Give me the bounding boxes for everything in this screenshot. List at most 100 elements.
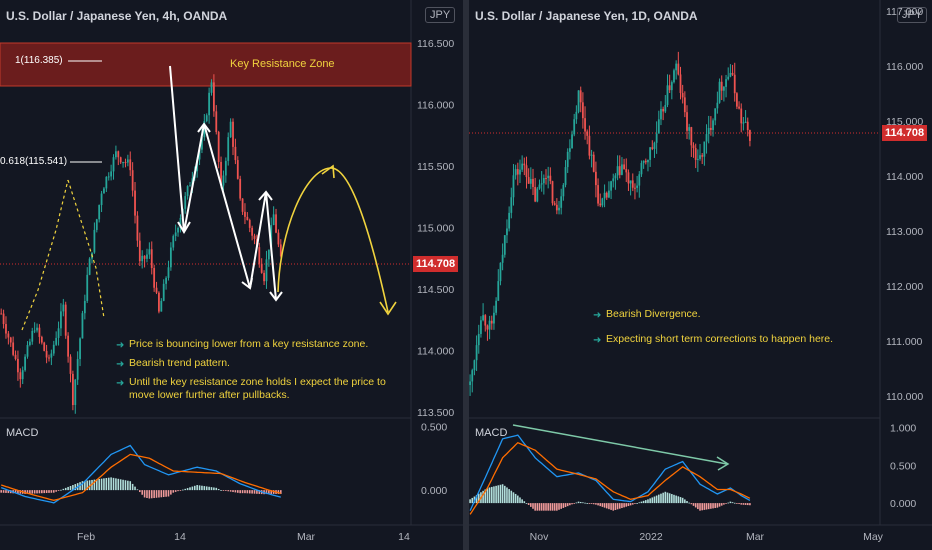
macd-histogram-bar bbox=[584, 502, 586, 504]
macd-histogram-bar bbox=[651, 497, 654, 504]
macd-histogram-bar bbox=[172, 490, 175, 493]
macd-histogram-bar bbox=[644, 500, 647, 504]
resistance-zone[interactable] bbox=[0, 42, 412, 87]
macd-histogram-bar bbox=[525, 503, 528, 504]
candle-body bbox=[71, 373, 74, 406]
macd-histogram-bar bbox=[705, 503, 708, 510]
candle-body bbox=[177, 227, 179, 233]
macd-histogram-bar bbox=[749, 503, 751, 506]
chart-title: U.S. Dollar / Japanese Yen, 4h, OANDA bbox=[6, 9, 228, 23]
candle-body bbox=[232, 121, 234, 147]
price-tick-label: 115.000 bbox=[417, 222, 454, 234]
candle-body bbox=[742, 122, 745, 124]
price-axis-1d[interactable]: 117.000116.000115.000114.000113.000112.0… bbox=[886, 6, 923, 510]
candle-body bbox=[248, 220, 251, 228]
candle-body bbox=[64, 304, 67, 336]
candle-body bbox=[227, 137, 230, 161]
candle-body bbox=[260, 263, 263, 273]
projection-arrow-down bbox=[379, 301, 397, 316]
candle-body bbox=[701, 155, 704, 157]
macd-histogram-bar bbox=[608, 503, 610, 510]
macd-line-1d bbox=[469, 434, 751, 511]
macd-histogram-bar bbox=[634, 503, 636, 504]
candle-body bbox=[115, 151, 117, 158]
price-tick-label: 116.000 bbox=[417, 100, 454, 112]
candle-body bbox=[45, 350, 48, 358]
candle-body bbox=[76, 359, 79, 380]
macd-histogram-bar bbox=[571, 503, 573, 505]
macd-histogram-bar bbox=[150, 490, 153, 499]
macd-histogram-bar bbox=[699, 503, 701, 511]
pane-divider[interactable] bbox=[463, 0, 469, 550]
candle-body bbox=[9, 337, 12, 343]
macd-histogram-bar bbox=[631, 503, 634, 505]
macd-histogram-bar bbox=[139, 490, 141, 493]
macd-histogram-bar bbox=[625, 503, 628, 507]
macd-histogram-bar bbox=[742, 503, 745, 505]
macd-histogram-bar bbox=[72, 485, 74, 491]
candle-body bbox=[692, 145, 695, 149]
chart-pane-4h[interactable]: 116.500 116.000 115.500 115.000 114.500 114.0… bbox=[0, 0, 463, 550]
candle-body bbox=[510, 197, 513, 213]
fib-label-0618: 0.618(115.541) bbox=[0, 156, 68, 167]
candle-body bbox=[718, 81, 721, 103]
candle-body bbox=[179, 217, 182, 228]
candle-body bbox=[198, 149, 201, 160]
macd-histogram-bar bbox=[136, 489, 139, 491]
macd-histogram-bar bbox=[239, 490, 241, 494]
chart-title: U.S. Dollar / Japanese Yen, 1D, OANDA bbox=[475, 9, 698, 23]
candle-body bbox=[24, 356, 26, 371]
macd-histogram-bar bbox=[270, 490, 273, 494]
macd-tick-label: 1.000 bbox=[890, 423, 916, 435]
candle-body bbox=[203, 121, 206, 138]
candle-body bbox=[601, 198, 604, 206]
candle-body bbox=[169, 247, 172, 268]
macd-histogram-bar bbox=[575, 502, 578, 504]
macd-histogram-bar bbox=[738, 503, 740, 505]
macd-histogram-bar bbox=[52, 490, 55, 493]
macd-histogram-bar bbox=[50, 490, 53, 493]
time-axis-4h[interactable]: Feb 14 Mar 14 bbox=[77, 531, 410, 543]
candle-body bbox=[738, 106, 740, 109]
candle-body bbox=[497, 281, 500, 301]
chart-pane-1d[interactable]: 117.000 116.000 115.000 114.000 113.000 112.0… bbox=[469, 0, 932, 550]
note-item: ➜ Until the key resistance zone holds I e… bbox=[116, 376, 388, 402]
arrow-right-icon: ➜ bbox=[593, 335, 602, 346]
macd-histogram-bar bbox=[517, 495, 519, 504]
macd-histogram-bar bbox=[716, 503, 719, 508]
macd-histogram-bar bbox=[538, 503, 541, 511]
macd-histogram-bar bbox=[98, 478, 100, 491]
candle-body bbox=[534, 186, 537, 202]
candle-body bbox=[162, 283, 165, 301]
candle-body bbox=[599, 203, 602, 206]
candle-body bbox=[112, 157, 115, 172]
currency-badge[interactable]: JPY bbox=[897, 7, 928, 23]
candle-body bbox=[649, 147, 652, 160]
candle-body bbox=[677, 63, 680, 75]
macd-histogram-bar bbox=[67, 486, 69, 491]
chart-canvas-1d[interactable]: 117.000116.000115.000114.000113.000112.0… bbox=[469, 0, 932, 550]
time-axis-1d[interactable]: Nov 2022 Mar May bbox=[530, 531, 884, 543]
chart-canvas-4h[interactable]: 116.500 116.000 115.500 115.000 114.500 114.0… bbox=[0, 0, 463, 550]
candle-body bbox=[566, 151, 569, 168]
arrow-right-icon: ➜ bbox=[116, 340, 125, 351]
macd-histogram-bar bbox=[543, 503, 545, 511]
candle-body bbox=[158, 292, 160, 312]
candle-body bbox=[592, 154, 595, 172]
candle-body bbox=[263, 272, 265, 282]
candle-body bbox=[590, 154, 593, 156]
price-axis-4h[interactable]: 116.500 116.000 115.500 115.000 114.500 114.0… bbox=[417, 38, 454, 497]
macd-histogram-bar bbox=[573, 503, 576, 504]
currency-badge[interactable]: JPY bbox=[425, 7, 456, 23]
candle-body bbox=[189, 185, 191, 187]
macd-histogram-bar bbox=[107, 477, 110, 491]
macd-histogram-bar bbox=[201, 485, 203, 491]
candle-body bbox=[664, 104, 667, 112]
candle-body bbox=[549, 175, 552, 182]
divergence-arrow bbox=[716, 456, 730, 471]
price-tick-label: 113.500 bbox=[417, 407, 454, 419]
macd-histogram-bar bbox=[475, 495, 478, 504]
macd-histogram-bar bbox=[236, 490, 239, 493]
macd-histogram-bar bbox=[684, 499, 686, 504]
macd-histogram-bar bbox=[122, 479, 124, 491]
